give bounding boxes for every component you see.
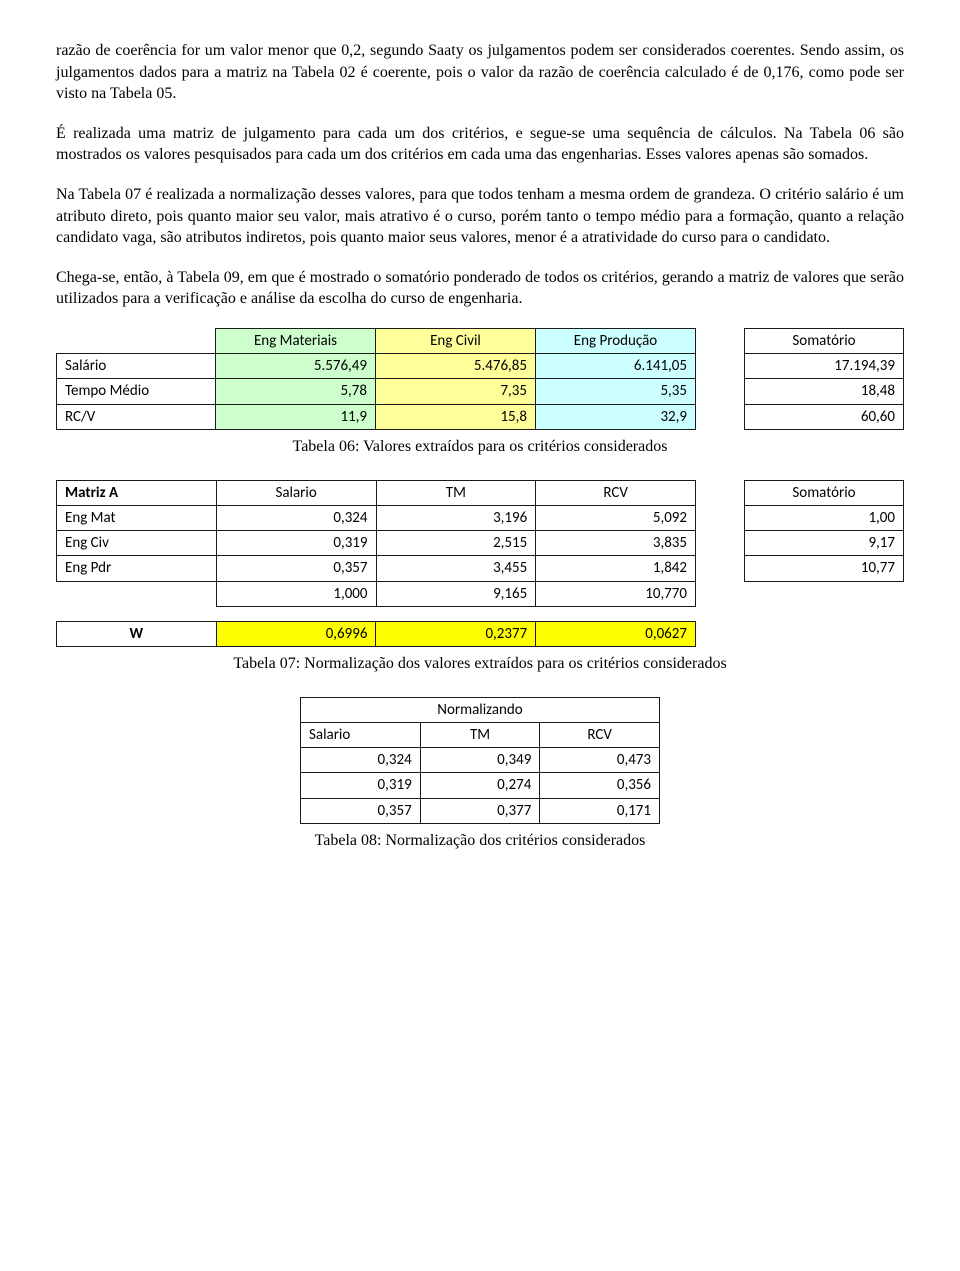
table07-caption: Tabela 07: Normalização dos valores extr… [56, 653, 904, 675]
table06-som: Somatório 17.194,39 18,48 60,60 [744, 328, 904, 430]
table06-r2c2: 7,35 [376, 379, 536, 404]
table07-h3: RCV [536, 480, 696, 505]
table06-rowlabel-r2: Tempo Médio [57, 379, 216, 404]
table08-r1c2: 0,349 [420, 748, 540, 773]
table07-r3c3: 1,842 [536, 556, 696, 581]
table08-caption: Tabela 08: Normalização dos critérios co… [56, 830, 904, 852]
table08-r3c3: 0,171 [540, 798, 660, 823]
table06-som-r2: 18,48 [745, 379, 904, 404]
table08-r3c2: 0,377 [420, 798, 540, 823]
table08-r2c2: 0,274 [420, 773, 540, 798]
table07-som-r3: 10,77 [745, 556, 904, 581]
table06-main: Eng Materiais Eng Civil Eng Produção Sal… [56, 328, 696, 430]
table07-rowlabel-r2: Eng Civ [57, 531, 217, 556]
table06-caption: Tabela 06: Valores extraídos para os cri… [56, 436, 904, 458]
table07-h1: Salario [216, 480, 376, 505]
paragraph-1: razão de coerência for um valor menor qu… [56, 40, 904, 105]
table07-r2c2: 2,515 [376, 531, 536, 556]
table06-r2c1: 5,78 [216, 379, 376, 404]
table07-w-c2: 0,2377 [376, 621, 536, 646]
table07-r2c3: 3,835 [536, 531, 696, 556]
table08-h3: RCV [540, 722, 660, 747]
table07-r1c3: 5,092 [536, 505, 696, 530]
table07-w-c3: 0,0627 [536, 621, 696, 646]
table07-totc1: 1,000 [216, 581, 376, 606]
table07-som-header: Somatório [745, 480, 904, 505]
table08-r1c3: 0,473 [540, 748, 660, 773]
table06-r2c3: 5,35 [536, 379, 696, 404]
table07-h0: Matriz A [57, 480, 217, 505]
table06-r3c1: 11,9 [216, 404, 376, 429]
table06-row: Eng Materiais Eng Civil Eng Produção Sal… [56, 328, 904, 430]
table07-r3c1: 0,357 [216, 556, 376, 581]
table07-h2: TM [376, 480, 536, 505]
table06-r1c1: 5.576,49 [216, 354, 376, 379]
table06-som-r1: 17.194,39 [745, 354, 904, 379]
table08-r2c3: 0,356 [540, 773, 660, 798]
paragraph-3: Na Tabela 07 é realizada a normalização … [56, 184, 904, 249]
table07-main: Matriz A Salario TM RCV Eng Mat 0,324 3,… [56, 480, 696, 607]
table07-som-r1: 1,00 [745, 505, 904, 530]
table07-w: W 0,6996 0,2377 0,0627 [56, 621, 696, 647]
table08-h2: TM [420, 722, 540, 747]
table08-r1c1: 0,324 [301, 748, 421, 773]
table06-r1c2: 5.476,85 [376, 354, 536, 379]
table07-r3c2: 3,455 [376, 556, 536, 581]
table06-r1c3: 6.141,05 [536, 354, 696, 379]
table07-r1c1: 0,324 [216, 505, 376, 530]
table06-som-r3: 60,60 [745, 404, 904, 429]
table06-r3c2: 15,8 [376, 404, 536, 429]
table07-r2c1: 0,319 [216, 531, 376, 556]
table06-rowlabel-r3: RC/V [57, 404, 216, 429]
table06-header-c1: Eng Materiais [216, 328, 376, 353]
table08-r2c1: 0,319 [301, 773, 421, 798]
table08-h1: Salario [301, 722, 421, 747]
paragraph-2: É realizada uma matriz de julgamento par… [56, 123, 904, 166]
table08: Normalizando Salario TM RCV 0,324 0,349 … [300, 697, 660, 824]
table07-row: Matriz A Salario TM RCV Eng Mat 0,324 3,… [56, 480, 904, 607]
table06-r3c3: 32,9 [536, 404, 696, 429]
table07-w-c1: 0,6996 [216, 621, 376, 646]
table07-totc2: 9,165 [376, 581, 536, 606]
table08-title: Normalizando [301, 697, 660, 722]
table08-r3c1: 0,357 [301, 798, 421, 823]
table07-totc3: 10,770 [536, 581, 696, 606]
table07-r1c2: 3,196 [376, 505, 536, 530]
table07-w-label: W [57, 621, 217, 646]
table06-som-header: Somatório [745, 328, 904, 353]
paragraph-4: Chega-se, então, à Tabela 09, em que é m… [56, 267, 904, 310]
table06-rowlabel-r1: Salário [57, 354, 216, 379]
table07-som: Somatório 1,00 9,17 10,77 [744, 480, 904, 582]
table06-header-c3: Eng Produção [536, 328, 696, 353]
table07-rowlabel-r3: Eng Pdr [57, 556, 217, 581]
table07-rowlabel-r1: Eng Mat [57, 505, 217, 530]
table07-som-r2: 9,17 [745, 531, 904, 556]
table06-header-c2: Eng Civil [376, 328, 536, 353]
